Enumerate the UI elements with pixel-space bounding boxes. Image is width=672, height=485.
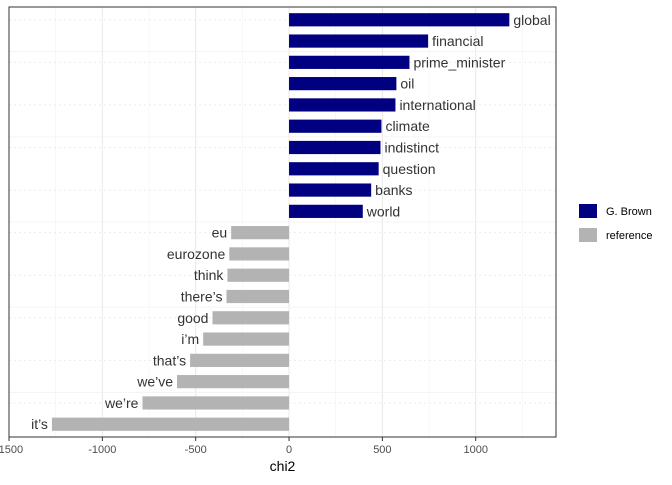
bar-g-brown [289,98,396,112]
bar-g-brown [289,55,410,69]
bar-reference [51,417,290,431]
bar-reference [177,375,290,389]
x-tick-label: 500 [373,444,391,456]
bar-label: that’s [153,352,186,368]
x-tick-label: 0 [286,444,292,456]
x-axis-title: chi2 [270,458,296,474]
legend-label: reference [606,230,652,242]
bar-label: question [383,161,436,177]
bar-g-brown [289,204,363,218]
bar-label: prime_minister [413,54,505,70]
bar-g-brown [289,34,429,48]
legend: G. Brown reference [579,204,652,242]
bar-reference [142,396,290,410]
bar-label: world [366,203,400,219]
bar-label: indistinct [385,139,440,155]
bar-reference [226,289,290,304]
bars-layer [51,13,510,431]
panel-border [8,6,557,438]
bar-g-brown [289,119,382,133]
bar-label: we’ve [136,374,173,390]
x-axis: -1500 -1000 -500 0 500 1000 [0,437,488,456]
legend-swatch [579,204,597,218]
bar-label: we’re [104,395,139,411]
bar-label: it’s [31,416,48,432]
legend-swatch [579,228,597,242]
bar-label: eu [212,225,228,241]
bar-label: think [194,267,225,283]
x-tick-label: -1000 [88,444,116,456]
bar-label: international [399,97,475,113]
bar-label: global [513,12,550,28]
bar-g-brown [289,183,372,197]
bar-reference [229,247,290,261]
bar-label: oil [400,76,414,92]
bar-label: i’m [181,331,199,347]
bar-label: good [177,310,208,326]
x-tick-label: -1500 [0,444,23,456]
bar-g-brown [289,140,381,155]
bar-g-brown [289,77,397,91]
bar-label: there’s [181,289,223,305]
bar-g-brown [289,162,379,176]
x-tick-label: -500 [185,444,207,456]
bar-reference [231,226,290,240]
bar-reference [212,311,290,325]
bar-label: financial [432,33,483,49]
bar-label: climate [385,118,430,134]
bar-label: eurozone [167,246,226,262]
bar-label: banks [375,182,412,198]
grid-layer [8,7,556,437]
legend-label: G. Brown [606,206,652,218]
bar-reference [190,353,290,367]
bar-reference [203,332,290,346]
bar-reference [227,268,290,282]
x-tick-label: 1000 [463,444,487,456]
bar-g-brown [289,13,510,27]
